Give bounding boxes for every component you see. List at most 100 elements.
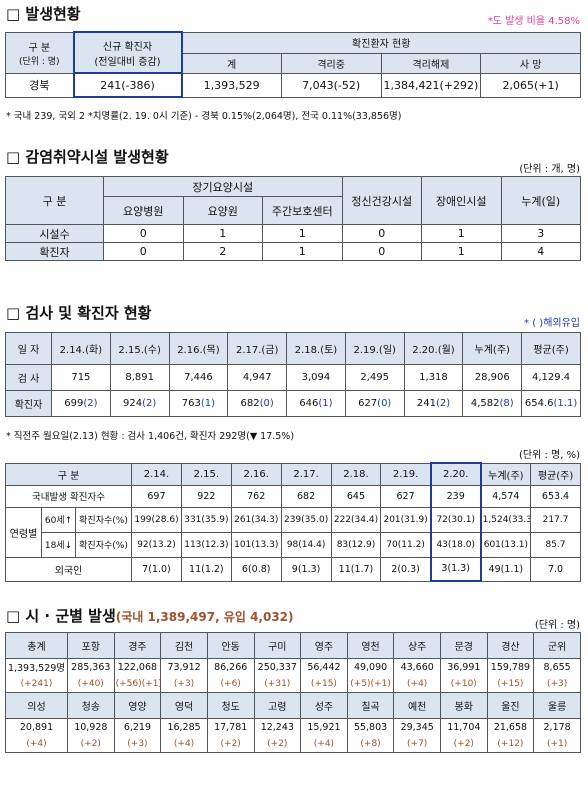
header-cell: 상주 xyxy=(393,632,441,659)
header-cell: 경산 xyxy=(486,632,535,659)
header-cell: 청도 xyxy=(206,692,255,719)
header-cell: 장기요양시설 xyxy=(103,176,343,197)
cell: 654.6(1.1) xyxy=(521,390,581,417)
section-title: □ 시 · 군별 발생(국내 1,389,497, 유입 4,032) xyxy=(6,605,294,626)
cell: (+241) xyxy=(5,675,68,693)
row-label: 외국인 xyxy=(4,556,133,582)
header-cell: 2.19.(일) xyxy=(344,332,405,365)
cell: 12,243 xyxy=(253,718,302,736)
cell: (+31) xyxy=(253,675,302,693)
cell: 645 xyxy=(330,484,382,508)
cell: 1,393,529명 xyxy=(5,658,68,676)
header-cell: 구 분 (단위 : 명) xyxy=(5,31,74,74)
section-title: □ 검사 및 확진자 현황 xyxy=(6,304,152,322)
cell: (+7) xyxy=(393,735,441,753)
cell: (+1) xyxy=(533,735,581,753)
cell: 7.0 xyxy=(530,556,581,582)
header-unit: (단위 : 명) xyxy=(18,56,60,67)
cell: 261(34.3) xyxy=(230,506,282,533)
cell: 11(1.7) xyxy=(330,556,382,582)
cell: (+4) xyxy=(393,675,441,693)
cell: 682(0) xyxy=(227,390,288,417)
cell: 1 xyxy=(421,224,502,243)
header-cell: 성주 xyxy=(300,692,348,719)
cell: 4,582(8) xyxy=(462,390,523,417)
unit: (단위 : 개, 명) xyxy=(519,164,580,175)
cell: 1 xyxy=(262,242,343,261)
cell: 6,219 xyxy=(113,718,162,736)
header-cell: 평균(주) xyxy=(530,462,581,486)
header-cell: 영양 xyxy=(113,692,162,719)
cell: 113(12.3) xyxy=(180,531,232,558)
note: * 직전주 월요일(2.13) 현황 : 검사 1,406건, 확진자 292명… xyxy=(6,431,295,442)
cell: 2,495 xyxy=(344,364,405,391)
cell: (+4) xyxy=(5,735,68,753)
cell: 699(2) xyxy=(51,390,111,417)
cell: 98(14.4) xyxy=(280,531,332,558)
cell: (+3) xyxy=(113,735,162,753)
cell: (+6) xyxy=(206,675,255,693)
cell: 0 xyxy=(103,224,184,243)
header-cell: 누계(일) xyxy=(500,176,581,225)
header-cell: 총계 xyxy=(5,632,68,659)
cell: 55,803 xyxy=(346,718,395,736)
cell: 201(31.9) xyxy=(380,506,432,533)
cell: 3(1.3) xyxy=(429,556,482,582)
cell: 72(30.1) xyxy=(429,506,482,533)
cell: 29,345 xyxy=(393,718,441,736)
row-label: 확진자수(%) xyxy=(74,506,133,533)
section-title: □ 감염취약시설 발생현황 xyxy=(6,148,169,166)
cell: 1 xyxy=(421,242,502,261)
cell: 36,991 xyxy=(440,658,488,676)
unit: (단위 : 명) xyxy=(534,620,580,631)
cell: 1 xyxy=(262,224,343,243)
header-cell: 누계(주) xyxy=(480,462,532,486)
cell: 101(13.3) xyxy=(230,531,282,558)
header-cell: 2.16.(목) xyxy=(168,332,229,365)
header-cell: 영주 xyxy=(300,632,348,659)
cell: 222(34.4) xyxy=(330,506,382,533)
status-table: 구 분 (단위 : 명) 신규 확진자 (전일대비 증감) 확진환자 현황 계 격리중… xyxy=(5,31,581,98)
row-label: 확진자 xyxy=(5,390,52,417)
cell: 4,129.4 xyxy=(521,364,581,391)
cell: 627(0) xyxy=(344,390,405,417)
cell: 92(13.2) xyxy=(131,531,182,558)
header-cell: 2.15. xyxy=(180,462,232,486)
cell: 21,658 xyxy=(486,718,535,736)
header-cell: 2.18. xyxy=(330,462,382,486)
header-cell: 영덕 xyxy=(160,692,208,719)
cell: 0 xyxy=(341,242,422,261)
cell: 1,393,529 xyxy=(181,72,282,98)
unit: (단위 : 명, %) xyxy=(519,450,580,461)
row-label: 확진자수(%) xyxy=(74,531,133,558)
header-cell: 2.20.(월) xyxy=(403,332,464,365)
cell: 7,043(-52) xyxy=(280,72,382,98)
cell: (+2) xyxy=(253,735,302,753)
header-cell: 신규 확진자 (전일대비 증감) xyxy=(72,31,183,74)
cell: 8,655 xyxy=(533,658,581,676)
cell: (+40) xyxy=(67,675,115,693)
cell: 8,891 xyxy=(109,364,170,391)
row-label: 18세↓ xyxy=(41,531,76,558)
cell: 70(11.2) xyxy=(380,531,432,558)
header-cell: 군위 xyxy=(533,632,581,659)
header-cell: 안동 xyxy=(206,632,255,659)
cell: 16,285 xyxy=(160,718,208,736)
header-cell: 구 분 xyxy=(5,176,104,225)
header-cell: 2.14. xyxy=(131,462,182,486)
cell: 122,068 xyxy=(113,658,162,676)
header-cell: 요양병원 xyxy=(103,196,184,225)
header-cell: 예천 xyxy=(393,692,441,719)
cell: 627 xyxy=(380,484,432,508)
cell: 10,928 xyxy=(67,718,115,736)
header-text: 신규 확진자 xyxy=(102,41,153,53)
note: * 국내 239, 국외 2 *치명률(2. 19. 0시 기준) - 경북 0… xyxy=(6,111,402,122)
cell: (+5)(+1) xyxy=(346,675,395,693)
section-title: □ 발생현황 xyxy=(6,5,81,23)
header-cell: 2.17. xyxy=(280,462,332,486)
cell: 20,891 xyxy=(5,718,68,736)
header-cell: 요양원 xyxy=(182,196,263,225)
ratio-note: *도 발생 비율 4.58% xyxy=(487,16,580,27)
header-cell: 누계(주) xyxy=(462,332,523,365)
